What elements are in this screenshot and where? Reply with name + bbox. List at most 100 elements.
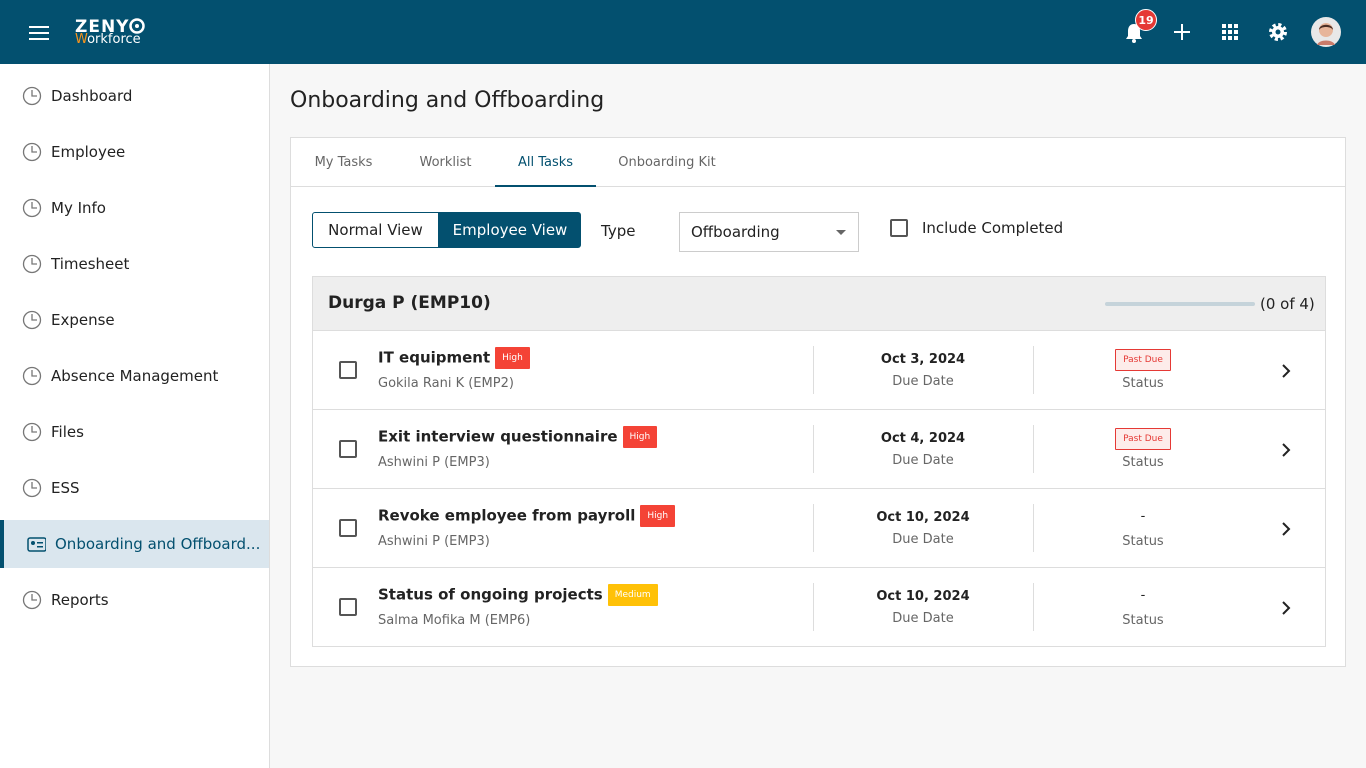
employee-view-button[interactable]: Employee View [439, 212, 581, 248]
task-checkbox[interactable] [339, 519, 357, 537]
task-assignee: Ashwini P (EMP3) [378, 534, 490, 549]
panel: My Tasks Worklist All Tasks Onboarding K… [290, 137, 1346, 667]
nav-label: Absence Management [51, 367, 219, 385]
task-checkbox[interactable] [339, 598, 357, 616]
nav-label: My Info [51, 199, 106, 217]
task-title: Status of ongoing projects [378, 585, 603, 604]
nav-item[interactable]: Reports [0, 576, 269, 624]
task-title-line: Revoke employee from payroll High [378, 505, 676, 527]
divider [1033, 583, 1034, 631]
divider [813, 425, 814, 473]
task-group: Durga P (EMP10) (0 of 4) IT equipment Hig… [312, 276, 1326, 647]
menu-button[interactable] [29, 24, 51, 42]
status-cell: Past Due [1043, 347, 1243, 371]
status-value: - [1140, 509, 1146, 524]
open-task-chevron[interactable] [1281, 443, 1291, 457]
task-title-line: Exit interview questionnaire High [378, 426, 658, 448]
nav-label: Timesheet [51, 255, 130, 273]
status-label: Status [1122, 455, 1164, 470]
nav-item[interactable]: Employee [0, 128, 269, 176]
status-cell: - [1043, 584, 1243, 608]
tab-bar: My Tasks Worklist All Tasks Onboarding K… [291, 138, 1345, 187]
task-title-line: Status of ongoing projects Medium [378, 584, 658, 606]
nav-item[interactable]: Dashboard [0, 72, 269, 120]
priority-badge: High [622, 426, 658, 448]
nav-item[interactable]: ESS [0, 464, 269, 512]
due-date: Oct 3, 2024 [880, 352, 966, 367]
type-label: Type [601, 222, 636, 240]
task-row: Status of ongoing projects Medium Salma Mo… [313, 568, 1325, 647]
notification-count: 19 [1135, 9, 1157, 31]
task-row: Exit interview questionnaire High Ashwini … [313, 410, 1325, 489]
select-value: Offboarding [691, 223, 780, 241]
nav-item[interactable]: Absence Management [0, 352, 269, 400]
task-checkbox[interactable] [339, 440, 357, 458]
due-date: Oct 10, 2024 [876, 589, 970, 604]
nav-item[interactable]: My Info [0, 184, 269, 232]
task-checkbox[interactable] [339, 361, 357, 379]
status-cell: - [1043, 505, 1243, 529]
open-task-chevron[interactable] [1281, 364, 1291, 378]
nav-icon [22, 254, 42, 274]
divider [813, 504, 814, 552]
nav-icon [22, 86, 42, 106]
type-select[interactable]: Offboarding [679, 212, 859, 252]
apps-button[interactable] [1222, 24, 1239, 41]
group-name: Durga P (EMP10) [328, 293, 491, 313]
task-assignee: Salma Mofika M (EMP6) [378, 613, 531, 628]
status-label: Status [1122, 534, 1164, 549]
logo-product: Workforce [75, 32, 141, 47]
task-title-line: IT equipment High [378, 347, 530, 369]
priority-badge: High [640, 505, 676, 527]
task-title: IT equipment [378, 348, 491, 367]
nav-icon [22, 366, 42, 386]
tab[interactable]: Onboarding Kit [618, 155, 716, 170]
tab[interactable]: My Tasks [314, 155, 373, 170]
nav-label: Dashboard [51, 87, 133, 105]
logo-icon [129, 18, 146, 34]
top-bar: ZENY Workforce 19 [0, 0, 1366, 64]
nav-label: Employee [51, 143, 126, 161]
settings-button[interactable] [1267, 21, 1289, 43]
due-label: Due Date [892, 374, 954, 389]
task-assignee: Ashwini P (EMP3) [378, 455, 490, 470]
user-avatar[interactable] [1311, 17, 1341, 47]
divider [1033, 504, 1034, 552]
priority-badge: High [495, 347, 530, 369]
task-row: Revoke employee from payroll High Ashwini … [313, 489, 1325, 568]
nav-icon [22, 590, 42, 610]
open-task-chevron[interactable] [1281, 522, 1291, 536]
status-value: Past Due [1115, 349, 1171, 371]
include-completed-label: Include Completed [922, 219, 1064, 237]
logo-text: ZENY [75, 17, 130, 37]
group-progress: (0 of 4) [1260, 295, 1315, 313]
nav-label: Reports [51, 591, 109, 609]
due-date: Oct 4, 2024 [880, 431, 966, 446]
divider [1033, 425, 1034, 473]
include-completed-checkbox[interactable] [890, 219, 908, 237]
nav-item[interactable]: Files [0, 408, 269, 456]
add-button[interactable] [1174, 24, 1190, 40]
divider [813, 346, 814, 394]
nav-item[interactable]: Expense [0, 296, 269, 344]
due-label: Due Date [892, 532, 954, 547]
nav-icon [22, 310, 42, 330]
page-title: Onboarding and Offboarding [290, 88, 605, 113]
sidebar: Dashboard Employee My Info Timesheet Expense… [0, 64, 270, 768]
tab-active[interactable]: All Tasks [495, 138, 596, 187]
status-label: Status [1122, 613, 1164, 628]
group-header: Durga P (EMP10) (0 of 4) [313, 277, 1325, 331]
task-title: Revoke employee from payroll [378, 506, 636, 525]
normal-view-button[interactable]: Normal View [312, 212, 439, 248]
tab[interactable]: Worklist [419, 155, 472, 170]
task-assignee: Gokila Rani K (EMP2) [378, 376, 514, 391]
due-label: Due Date [892, 611, 954, 626]
nav-icon [22, 142, 42, 162]
task-row: IT equipment High Gokila Rani K (EMP2) Oct … [313, 331, 1325, 410]
nav-icon [27, 537, 46, 552]
open-task-chevron[interactable] [1281, 601, 1291, 615]
nav-item-active[interactable]: Onboarding and Offboard... [0, 520, 269, 568]
status-label: Status [1122, 376, 1164, 391]
nav-item[interactable]: Timesheet [0, 240, 269, 288]
